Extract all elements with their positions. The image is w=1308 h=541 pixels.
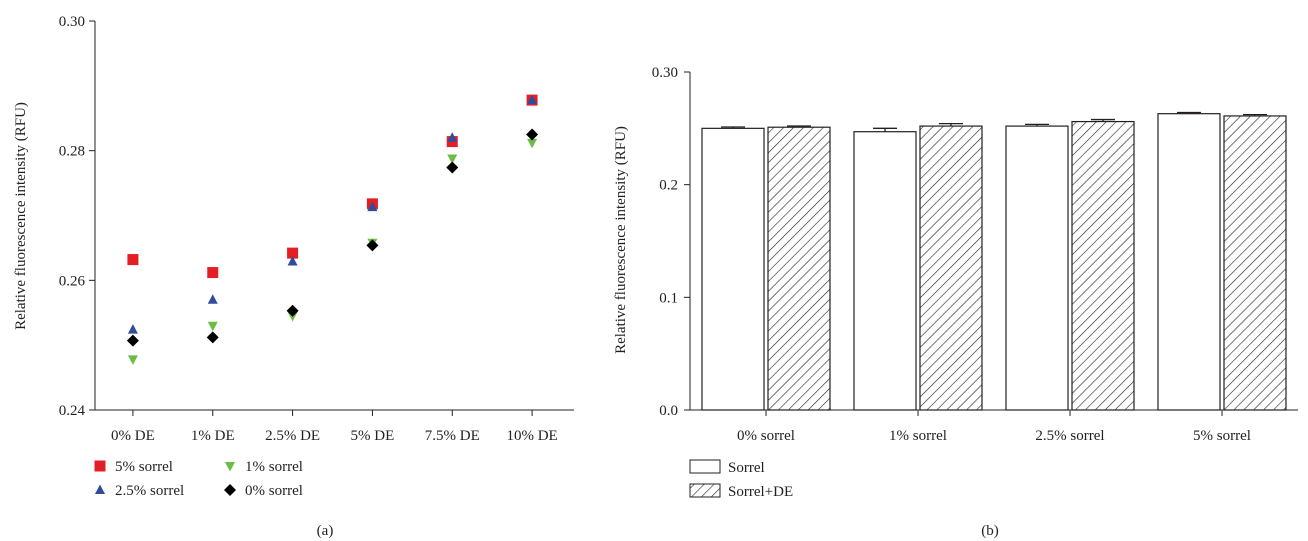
chart-b-legend-swatch [689, 483, 721, 498]
chart-a: 0.24 0.26 0.28 0.30 0% DE 1% DE 2.5% DE 5% DE 7… [13, 14, 574, 539]
chart-b-x-tick-label: 2.5% sorrel [1035, 428, 1104, 444]
chart-b-y-tick-label: 0.2 [659, 178, 678, 194]
chart-a-x-tick-label: 7.5% DE [425, 428, 480, 444]
chart-a-point [127, 324, 138, 334]
chart-a-point [527, 94, 538, 105]
chart-a-y-tick-label: 0.24 [59, 403, 86, 419]
chart-b-y-axis-title: Relative fluorescence intensity (RFU) [613, 126, 629, 354]
chart-a-point [526, 128, 539, 141]
chart-b-x-ticks: 0% sorrel 1% sorrel 2.5% sorrel 5% sorrel [737, 410, 1251, 444]
chart-b-legend-item: Sorrel [689, 459, 765, 476]
chart-b-legend-label: Sorrel [728, 460, 765, 476]
chart-a-point [287, 256, 298, 266]
chart-b-y-ticks: 0.0 0.1 0.2 0.30 [652, 65, 690, 419]
chart-a-x-tick-label: 0% DE [111, 428, 155, 444]
chart-a-y-axis-title: Relative fluorescence intensity (RFU) [13, 102, 29, 330]
chart-a-point [447, 154, 458, 164]
chart-a-point [207, 267, 219, 279]
chart-b-bar [701, 127, 765, 411]
chart-b-legend: Sorrel Sorrel+DE [689, 459, 793, 500]
chart-b-y-tick-label: 0.0 [659, 403, 678, 419]
chart-a-y-ticks: 0.24 0.26 0.28 0.30 [59, 14, 95, 419]
chart-a-legend-label: 2.5% sorrel [115, 483, 184, 499]
chart-b-bar [1157, 113, 1221, 411]
chart-b-bar [919, 125, 983, 411]
chart-b-panel-label: (b) [981, 523, 999, 539]
chart-a-x-tick-label: 2.5% DE [265, 428, 320, 444]
chart-a-point [207, 294, 218, 304]
chart-b-y-tick-label: 0.30 [652, 65, 678, 81]
chart-b-x-tick-label: 1% sorrel [889, 428, 947, 444]
chart-a-point [287, 247, 299, 259]
chart-a-y-tick-label: 0.26 [59, 273, 86, 289]
chart-b-legend-swatch [689, 459, 721, 474]
chart-b-bars [701, 111, 1287, 411]
chart-b-bar [853, 131, 917, 411]
chart-a-panel-label: (a) [317, 523, 334, 539]
chart-a-point [527, 138, 538, 149]
chart-a-point [126, 334, 139, 347]
chart-a-x-tick-label: 5% DE [351, 428, 395, 444]
chart-a-legend-label: 1% sorrel [245, 459, 303, 475]
chart-a-point [127, 254, 139, 266]
chart-a-point [447, 132, 458, 142]
chart-a-point [446, 161, 459, 174]
chart-b-legend-label: Sorrel+DE [728, 484, 793, 500]
chart-a-legend-item: 0% sorrel [224, 483, 303, 499]
chart-a-legend-marker [95, 484, 105, 494]
chart-a-legend-item: 5% sorrel [94, 459, 173, 475]
chart-b-y-tick-label: 0.1 [659, 290, 678, 306]
chart-a-legend-marker [225, 462, 235, 472]
chart-a-legend-marker [224, 484, 236, 496]
chart-a-legend-label: 0% sorrel [245, 483, 303, 499]
chart-a-point [286, 304, 299, 317]
chart-a-point [127, 355, 138, 365]
chart-a-y-tick-label: 0.28 [59, 144, 85, 160]
chart-a-legend: 5% sorrel 1% sorrel 2.5% sorrel 0% sorrel [94, 459, 303, 499]
chart-b: 0.0 0.1 0.2 0.30 0% sorrel 1% sorrel 2.5% sor… [613, 65, 1298, 539]
chart-a-x-tick-label: 10% DE [506, 428, 557, 444]
chart-a-legend-item: 2.5% sorrel [95, 483, 184, 499]
chart-a-points [126, 94, 539, 365]
chart-b-bar [1223, 115, 1287, 411]
chart-a-point [207, 321, 218, 332]
chart-b-x-tick-label: 0% sorrel [737, 428, 795, 444]
chart-a-y-tick-label: 0.30 [59, 14, 85, 30]
chart-a-point [366, 239, 379, 252]
chart-a-point [206, 331, 219, 344]
chart-b-bar [767, 126, 831, 411]
chart-a-point [367, 201, 378, 212]
chart-a-x-ticks: 0% DE 1% DE 2.5% DE 5% DE 7.5% DE 10% DE [111, 410, 558, 444]
chart-a-legend-marker [94, 460, 106, 472]
chart-b-bar [1071, 120, 1135, 411]
chart-b-bar [1005, 125, 1069, 411]
chart-b-legend-item: Sorrel+DE [689, 483, 793, 500]
chart-a-x-tick-label: 1% DE [191, 428, 235, 444]
chart-b-x-tick-label: 5% sorrel [1193, 428, 1251, 444]
chart-a-legend-label: 5% sorrel [115, 459, 173, 475]
chart-a-legend-item: 1% sorrel [225, 459, 303, 475]
